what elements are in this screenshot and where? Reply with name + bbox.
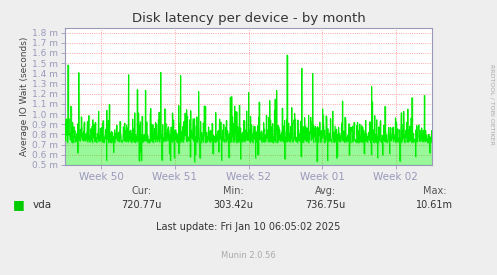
Y-axis label: Average IO Wait (seconds): Average IO Wait (seconds) <box>20 37 29 156</box>
Text: Max:: Max: <box>423 186 447 196</box>
Text: 10.61m: 10.61m <box>416 200 453 210</box>
Text: Min:: Min: <box>223 186 244 196</box>
Text: Cur:: Cur: <box>132 186 152 196</box>
Text: ■: ■ <box>12 198 24 211</box>
Text: RRDTOOL / TOBI OETIKER: RRDTOOL / TOBI OETIKER <box>490 64 495 145</box>
Text: vda: vda <box>32 200 51 210</box>
Text: 720.77u: 720.77u <box>121 200 162 210</box>
Text: 303.42u: 303.42u <box>214 200 253 210</box>
Text: 736.75u: 736.75u <box>306 200 345 210</box>
Text: Munin 2.0.56: Munin 2.0.56 <box>221 252 276 260</box>
Text: Avg:: Avg: <box>315 186 336 196</box>
Title: Disk latency per device - by month: Disk latency per device - by month <box>132 12 365 25</box>
Text: Last update: Fri Jan 10 06:05:02 2025: Last update: Fri Jan 10 06:05:02 2025 <box>157 222 340 232</box>
